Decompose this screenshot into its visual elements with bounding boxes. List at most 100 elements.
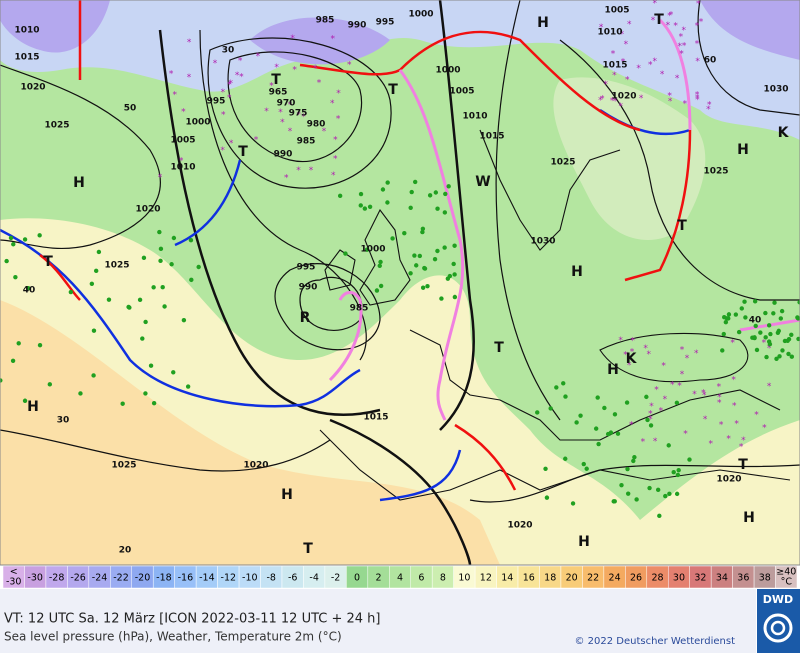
isobar-label: 965 [269, 88, 288, 98]
snow-mark: * [699, 17, 704, 27]
logo-mark [770, 620, 786, 636]
rain-dot [417, 253, 423, 259]
rain-dot [435, 248, 440, 254]
rain-dot [733, 312, 739, 317]
rain-dot [439, 296, 444, 301]
pressure-center: T [738, 457, 748, 473]
rain-dot [611, 499, 616, 504]
rain-dot [452, 272, 457, 277]
snow-mark: * [694, 349, 699, 359]
snow-mark: * [732, 402, 737, 412]
pressure-center: T [43, 254, 53, 270]
snow-mark: * [173, 91, 178, 101]
pressure-center: H [281, 487, 293, 503]
snow-mark: * [227, 93, 232, 103]
snow-mark: * [181, 108, 186, 118]
snow-mark: * [610, 97, 615, 107]
scale-label: 32 [694, 573, 706, 584]
snow-mark: * [220, 146, 225, 156]
snow-mark: * [169, 69, 174, 79]
rain-dot [752, 299, 758, 304]
snow-mark: * [648, 410, 653, 420]
rain-dot [358, 191, 364, 197]
rain-dot [608, 430, 614, 435]
rain-dot [427, 193, 433, 198]
rain-dot [535, 410, 540, 415]
rain-dot [763, 310, 768, 316]
rain-dot [743, 315, 748, 320]
occlusion [658, 18, 692, 131]
rain-dot [378, 283, 384, 289]
snow-mark: * [649, 402, 654, 412]
warm-front [39, 254, 81, 301]
snow-mark: * [274, 63, 279, 73]
rain-dot [412, 179, 418, 185]
rain-dot [786, 336, 792, 342]
scale-label: -14 [199, 573, 215, 584]
snow-mark: * [630, 347, 635, 357]
scale-label: 18 [544, 573, 556, 584]
snow-mark: * [659, 407, 664, 417]
isobar-label: 1000 [408, 10, 433, 20]
rain-dot [106, 297, 112, 302]
warm-front [454, 423, 517, 491]
pressure-center: H [578, 534, 590, 550]
snow-mark: * [347, 61, 352, 71]
rain-dot [91, 373, 96, 378]
snow-mark: * [636, 64, 641, 74]
weather-symbols: **************** ** **********************… [0, 0, 800, 519]
occlusion [398, 69, 465, 421]
snow-mark: * [330, 34, 335, 44]
isobar-label: 1000 [360, 245, 385, 255]
snow-mark: * [624, 40, 629, 50]
snow-mark: * [623, 350, 628, 360]
snow-mark: * [680, 370, 685, 380]
temperature-scale: <-30 -30 -28 -26 -24 -22 -20 -18 -16 -14 -12 -10 -8-… [2, 565, 798, 589]
rain-dot [595, 395, 600, 400]
snow-mark: * [187, 73, 192, 83]
isobar-label: 1025 [44, 121, 69, 131]
rain-dot [766, 339, 772, 344]
snow-mark: * [767, 344, 772, 354]
snow-mark: * [679, 49, 684, 59]
snow-mark: * [639, 94, 644, 104]
snow-mark: * [288, 100, 293, 110]
snow-mark: * [734, 420, 739, 430]
rain-dot [789, 332, 794, 337]
snow-mark: * [296, 166, 301, 176]
scale-label: -26 [70, 573, 86, 584]
rain-dot [420, 229, 425, 235]
scale-label: 16 [523, 573, 535, 584]
rain-dot [22, 237, 28, 242]
rain-dot [753, 323, 758, 329]
snow-mark: * [284, 173, 289, 183]
snow-mark: * [677, 381, 682, 391]
cold-front [174, 159, 242, 247]
snow-mark: * [648, 415, 653, 425]
scale-label: -10 [242, 573, 258, 584]
snow-mark: * [620, 30, 625, 40]
snow-mark: * [683, 430, 688, 440]
pressure-center: W [475, 174, 490, 190]
snow-mark: * [611, 49, 616, 59]
snow-mark: * [661, 361, 666, 371]
snow-mark: * [701, 388, 706, 398]
snow-mark: * [762, 424, 767, 434]
rain-dot [11, 242, 16, 247]
rain-dot [778, 316, 784, 321]
rain-dot [126, 304, 131, 310]
rain-dot [648, 423, 654, 428]
rain-dot [739, 306, 744, 311]
rain-dot [185, 384, 191, 389]
snow-mark: * [333, 136, 338, 146]
snow-mark: * [695, 21, 700, 31]
pressure-center: K [626, 351, 638, 367]
isobar-label: 1020 [611, 92, 636, 102]
isobar-label: 60 [704, 56, 717, 66]
snow-mark: * [719, 421, 724, 431]
snow-mark: * [695, 90, 700, 100]
rain-dot [442, 245, 447, 250]
snow-mark: * [660, 70, 665, 80]
rain-dot [563, 394, 568, 399]
coastlines [319, 129, 791, 501]
